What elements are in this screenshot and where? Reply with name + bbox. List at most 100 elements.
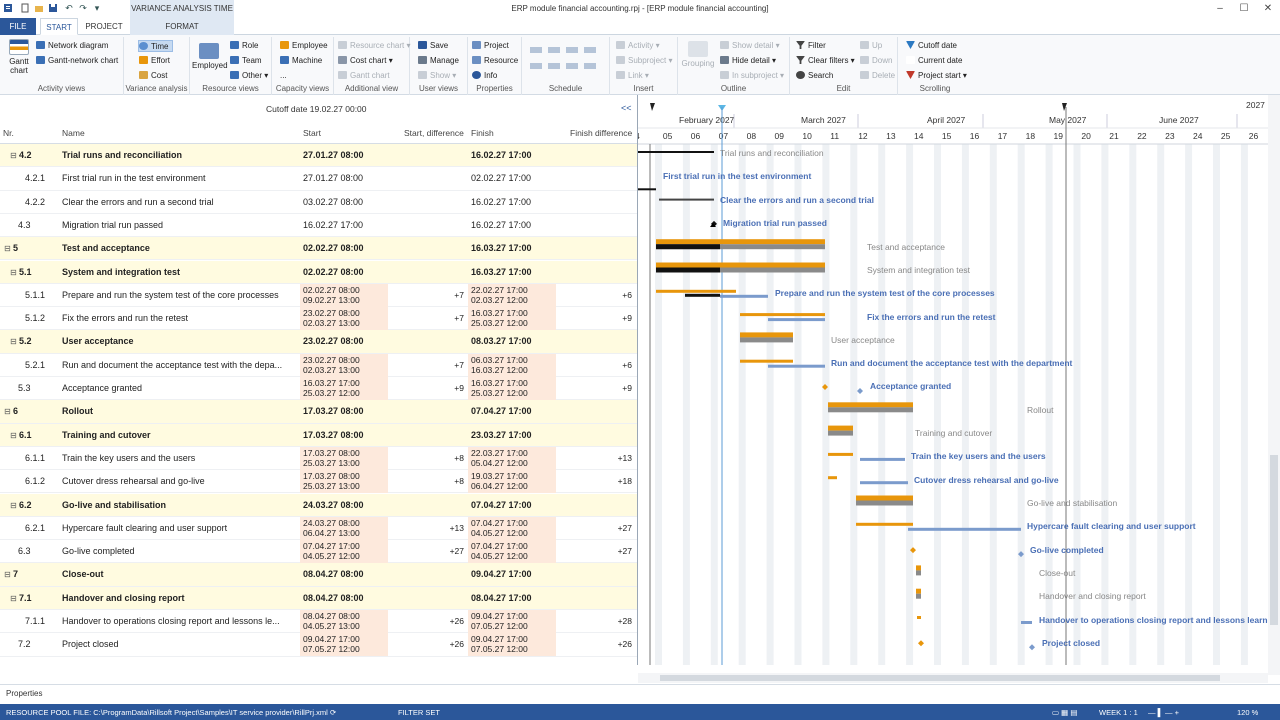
- col-finish-difference[interactable]: Finish difference: [570, 128, 633, 138]
- row-name[interactable]: Handover to operations closing report an…: [62, 616, 280, 626]
- resource-properties-button[interactable]: Resource: [472, 55, 518, 67]
- current-date-button[interactable]: Current date: [906, 55, 962, 67]
- table-row[interactable]: ⊟ 5.1 System and integration test 02.02.27 …: [0, 260, 638, 284]
- col-start-difference[interactable]: Start, difference: [404, 128, 464, 138]
- collapse-toggle-icon[interactable]: ⊟: [4, 244, 11, 254]
- row-name[interactable]: Handover and closing report: [62, 592, 185, 603]
- table-row[interactable]: 4.2.2 Clear the errors and run a second t…: [0, 191, 638, 214]
- table-row[interactable]: 5.3 Acceptance granted 16.03.27 17:00 25.03…: [0, 377, 638, 401]
- row-name[interactable]: Clear the errors and run a second trial: [62, 196, 214, 207]
- row-name[interactable]: Prepare and run the system test of the c…: [62, 289, 279, 300]
- row-name[interactable]: Close-out: [62, 569, 104, 580]
- clear-filters-button[interactable]: Clear filters ▾: [796, 55, 855, 67]
- row-name[interactable]: Training and cutover: [62, 429, 151, 440]
- close-button[interactable]: ✕: [1263, 3, 1273, 14]
- col-finish[interactable]: Finish: [471, 128, 494, 138]
- horizontal-scrollbar[interactable]: [638, 673, 1268, 683]
- role-button[interactable]: Role: [230, 40, 258, 52]
- row-name[interactable]: Acceptance granted: [62, 383, 143, 393]
- team-button[interactable]: Team: [230, 55, 262, 67]
- tab-project[interactable]: PROJECT: [85, 22, 123, 31]
- up-button[interactable]: Up: [860, 40, 882, 52]
- search-button[interactable]: Search: [796, 70, 833, 82]
- table-row[interactable]: 7.2 Project closed 09.04.27 17:00 07.05.27 …: [0, 633, 638, 657]
- tab-format[interactable]: FORMAT: [130, 18, 234, 35]
- row-name[interactable]: Test and acceptance: [62, 243, 150, 254]
- open-icon[interactable]: [34, 3, 44, 13]
- show-detail-button[interactable]: Show detail ▾: [720, 40, 780, 52]
- row-name[interactable]: First trial run in the test environment: [62, 173, 206, 184]
- row-name[interactable]: Train the key users and the users: [62, 452, 196, 463]
- other-button[interactable]: Other ▾: [230, 70, 268, 82]
- splitter[interactable]: [637, 95, 638, 665]
- table-row[interactable]: ⊟ 4.2 Trial runs and reconciliation 27.01.2…: [0, 144, 638, 168]
- insert-subproject-button[interactable]: Subproject ▾: [616, 55, 673, 67]
- row-name[interactable]: Hypercare fault clearing and user suppor…: [62, 522, 228, 533]
- project-start-button[interactable]: Project start ▾: [906, 70, 967, 82]
- more-capacity-button[interactable]: ...: [280, 71, 287, 80]
- effort-button[interactable]: Effort: [139, 55, 170, 67]
- gantt-network-chart-button[interactable]: Gantt-network chart: [36, 55, 118, 67]
- down-button[interactable]: Down: [860, 55, 892, 67]
- info-button[interactable]: Info: [472, 70, 497, 82]
- save-icon[interactable]: [48, 3, 58, 13]
- row-name[interactable]: Run and document the acceptance test wit…: [62, 359, 283, 370]
- cost-button[interactable]: Cost: [139, 70, 167, 82]
- table-row[interactable]: 4.3 Migration trial run passed 16.02.27 17…: [0, 214, 638, 238]
- collapse-toggle-icon[interactable]: ⊟: [10, 500, 17, 510]
- properties-label[interactable]: Properties: [6, 689, 43, 698]
- hide-detail-button[interactable]: Hide detail ▾: [720, 55, 776, 67]
- table-row[interactable]: ⊟ 6.2 Go-live and stabilisation 24.03.27 08…: [0, 493, 638, 517]
- collapse-toggle-icon[interactable]: ⊟: [10, 267, 17, 277]
- collapse-toggle-icon[interactable]: ⊟: [4, 570, 11, 580]
- schedule-icons[interactable]: [528, 45, 604, 75]
- maximize-button[interactable]: ☐: [1239, 3, 1249, 14]
- insert-link-button[interactable]: Link ▾: [616, 70, 649, 82]
- table-row[interactable]: 5.1.1 Prepare and run the system test of …: [0, 283, 638, 308]
- col-name[interactable]: Name: [62, 128, 85, 138]
- row-name[interactable]: Fix the errors and run the retest: [62, 313, 189, 324]
- delete-button[interactable]: Delete: [860, 70, 895, 82]
- gantt-chart-additional-button[interactable]: Gantt chart: [338, 70, 390, 82]
- resource-chart-button[interactable]: Resource chart ▾: [338, 40, 411, 52]
- row-name[interactable]: Rollout: [62, 406, 93, 417]
- network-diagram-button[interactable]: Network diagram: [36, 40, 108, 52]
- table-row[interactable]: 5.2.1 Run and document the acceptance tes…: [0, 353, 638, 377]
- cutoff-date-button[interactable]: Cutoff date: [906, 40, 957, 52]
- table-row[interactable]: ⊟ 7 Close-out 08.04.27 08:00 09.04.27 17:00: [0, 563, 638, 587]
- table-row[interactable]: ⊟ 5.2 User acceptance 23.02.27 08:00 08.03.2…: [0, 330, 638, 354]
- table-row[interactable]: ⊟ 5 Test and acceptance 02.02.27 08:00 16.03…: [0, 237, 638, 261]
- row-name[interactable]: Migration trial run passed: [62, 219, 164, 230]
- manage-views-button[interactable]: Manage: [418, 55, 459, 67]
- undo-icon[interactable]: ↶: [65, 3, 73, 13]
- filter-button[interactable]: Filter: [796, 40, 826, 52]
- row-name[interactable]: Go-live and stabilisation: [62, 499, 167, 510]
- project-properties-button[interactable]: Project: [472, 40, 509, 52]
- table-row[interactable]: 6.3 Go-live completed 07.04.27 17:00 04.05.…: [0, 540, 638, 564]
- time-button[interactable]: Time: [138, 40, 174, 52]
- insert-activity-button[interactable]: Activity ▾: [616, 40, 660, 52]
- row-name[interactable]: Project closed: [62, 639, 119, 650]
- grouping-button[interactable]: Grouping: [680, 41, 716, 68]
- employed-button[interactable]: Employed: [192, 43, 228, 70]
- gantt-chart-button[interactable]: Gantt chart: [4, 39, 34, 75]
- collapse-toggle-icon[interactable]: ⊟: [10, 593, 17, 603]
- employee-button[interactable]: Employee: [280, 40, 328, 52]
- tab-file[interactable]: FILE: [0, 18, 36, 35]
- collapse-toggle-icon[interactable]: ⊟: [4, 407, 11, 417]
- machine-button[interactable]: Machine: [280, 55, 322, 67]
- table-row[interactable]: 6.1.2 Cutover dress rehearsal and go-live…: [0, 470, 638, 494]
- refresh-icon[interactable]: ⟳: [330, 708, 337, 717]
- minimize-button[interactable]: –: [1217, 3, 1223, 14]
- vertical-scrollbar[interactable]: [1268, 95, 1280, 675]
- table-row[interactable]: 6.1.1 Train the key users and the users 17…: [0, 446, 638, 471]
- col-start[interactable]: Start: [303, 128, 321, 138]
- table-row[interactable]: 7.1.1 Handover to operations closing repo…: [0, 610, 638, 634]
- table-row[interactable]: ⊟ 6.1 Training and cutover 17.03.27 08:00 23…: [0, 423, 638, 447]
- tab-start[interactable]: START: [40, 18, 78, 35]
- cost-chart-button[interactable]: Cost chart ▾: [338, 55, 393, 67]
- table-row[interactable]: 6.2.1 Hypercare fault clearing and user s…: [0, 516, 638, 541]
- view-icons[interactable]: ▭ ▦ ▤: [1052, 708, 1078, 717]
- show-view-button[interactable]: Show ▾: [418, 70, 456, 82]
- collapse-toggle-icon[interactable]: ⊟: [10, 151, 17, 160]
